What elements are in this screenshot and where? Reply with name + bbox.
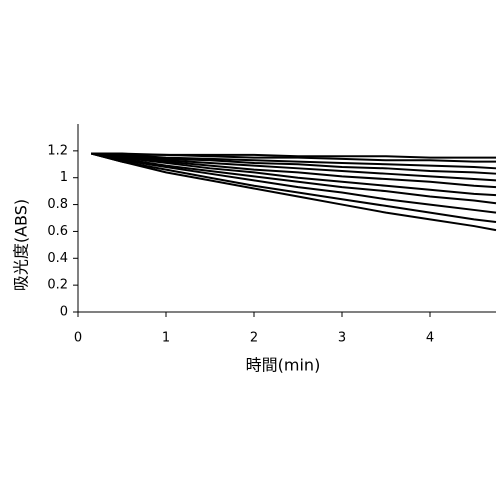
x-tick-label: 4 xyxy=(426,331,434,346)
x-axis-label: 時間(min) xyxy=(246,356,321,375)
data-line xyxy=(91,152,497,170)
x-tick-label: 0 xyxy=(74,331,82,346)
y-tick-label: 0.2 xyxy=(47,278,68,293)
y-tick-label: 1 xyxy=(60,170,68,185)
x-tick-label: 1 xyxy=(162,331,170,346)
data-line xyxy=(91,152,497,205)
y-tick-label: 0.4 xyxy=(47,251,68,266)
y-axis-label: 吸光度(ABS) xyxy=(12,199,31,291)
y-tick-label: 0 xyxy=(60,305,68,320)
y-tick-label: 0.6 xyxy=(47,224,68,239)
data-line xyxy=(90,152,497,232)
x-tick-label: 2 xyxy=(250,331,258,346)
data-line xyxy=(91,152,497,182)
x-tick-label: 3 xyxy=(338,331,346,346)
data-line xyxy=(91,152,496,163)
y-tick-label: 0.8 xyxy=(47,197,68,212)
data-line xyxy=(90,152,497,214)
data-line xyxy=(90,152,497,224)
y-tick-label: 1.2 xyxy=(47,143,68,158)
data-line xyxy=(91,152,497,197)
